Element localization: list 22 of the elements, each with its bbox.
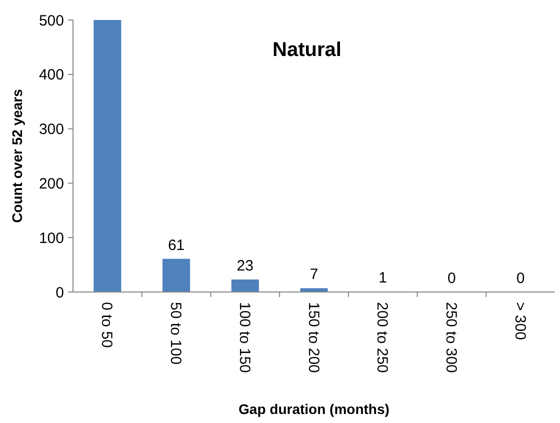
y-tick-label: 0 [56, 284, 64, 302]
text: Natural [272, 39, 342, 61]
data-label: 0 [448, 270, 456, 287]
y-tick-label: 500 [38, 12, 64, 30]
x-tick-label: 50 to 100 [167, 302, 184, 365]
data-label: 23 [236, 257, 254, 274]
x-tick-label: 100 to 150 [236, 302, 253, 373]
data-label: 1 [378, 269, 388, 286]
data-label: 61 [168, 236, 185, 254]
y-axis-title: Count over 52 years [9, 88, 25, 223]
x-tick-label: 150 to 200 [304, 302, 322, 373]
x-axis-title: Gap duration (months) [238, 401, 390, 417]
x-tick-label: 200 to 250 [374, 302, 391, 373]
x-tick-label: 250 to 300 [442, 302, 460, 373]
y-tick-label: 300 [38, 121, 64, 138]
y-tick-label: 100 [38, 230, 64, 247]
y-tick-label: 200 [38, 175, 64, 192]
data-label: 7 [310, 266, 318, 284]
x-tick-label: 0 to 50 [98, 302, 116, 348]
data-label: 0 [516, 270, 525, 287]
x-tick-label: > 300 [511, 302, 528, 340]
y-tick-label: 400 [38, 66, 64, 84]
